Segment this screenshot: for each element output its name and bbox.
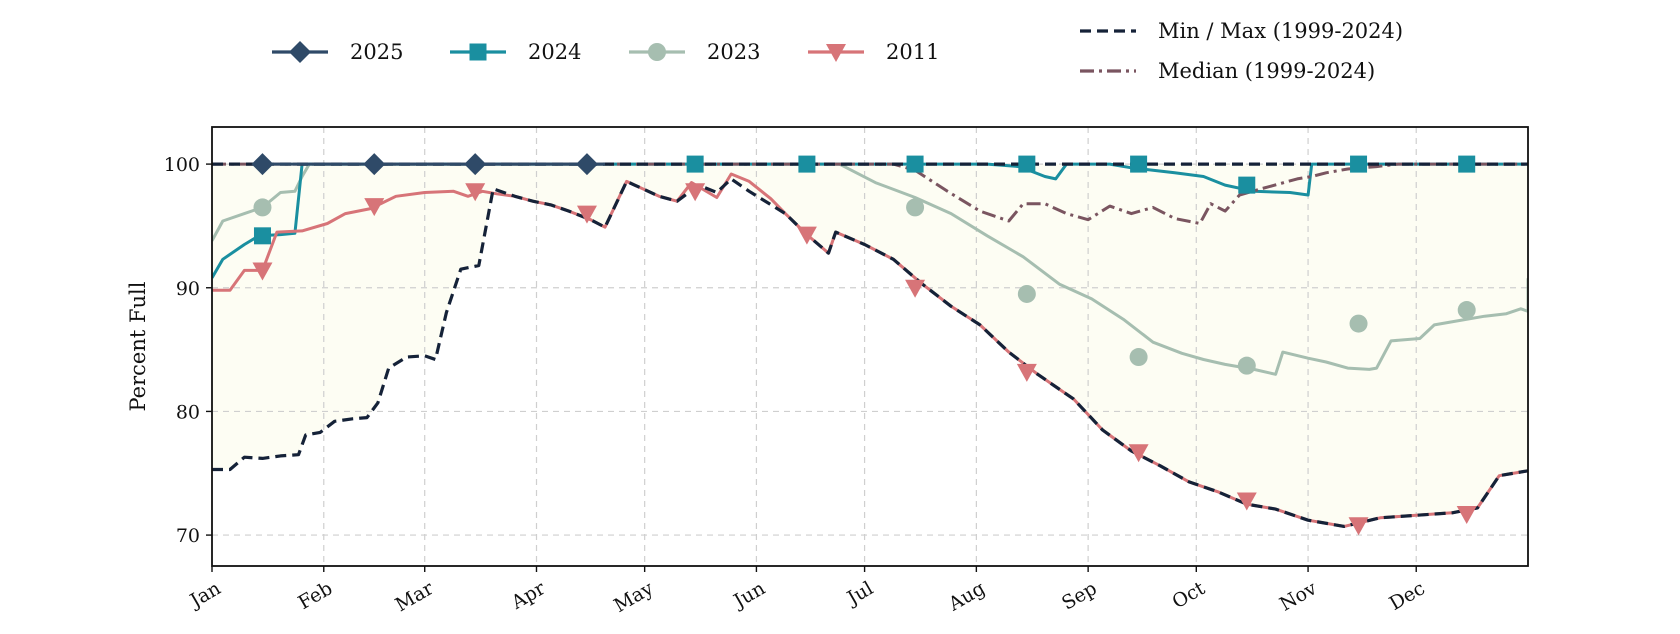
marker-2024-2	[798, 155, 816, 173]
min-max-band	[212, 164, 1528, 527]
legend-label-0: 2025	[350, 40, 403, 64]
x-tick-label-jan: Jan	[185, 577, 225, 613]
marker-2011-10	[1348, 517, 1369, 536]
legend-marker-2	[648, 43, 666, 61]
x-tick-label-mar: Mar	[392, 577, 438, 616]
x-tick-label-feb: Feb	[294, 577, 336, 614]
marker-2024-0	[253, 227, 271, 245]
marker-2023-4	[1237, 356, 1256, 375]
x-tick-label-apr: Apr	[507, 577, 550, 614]
marker-2011-11	[1456, 506, 1477, 525]
legend: 2025 2024 2023 2011 Min / Max (1999-2024) Med…	[272, 19, 1403, 83]
y-tick-label-100: 100	[164, 154, 200, 176]
plot-frame	[211, 126, 1529, 567]
legend-marker-3	[826, 44, 846, 62]
marker-2011-6	[905, 279, 926, 298]
x-tick-label-may: May	[610, 577, 657, 617]
marker-2025-2	[464, 153, 487, 176]
x-tick-label-aug: Aug	[944, 577, 989, 616]
marker-2023-2	[1017, 284, 1036, 303]
legend-item-3: 2011	[808, 40, 939, 64]
marker-2023-5	[1349, 314, 1368, 333]
x-tick-label-nov: Nov	[1276, 577, 1321, 616]
marker-2025-0	[251, 153, 274, 176]
marker-2011-9	[1236, 492, 1257, 511]
marker-2023-6	[1457, 301, 1476, 320]
marker-2025-3	[575, 153, 598, 176]
y-axis-label: Percent Full	[126, 281, 150, 411]
x-tick-label-jun: Jun	[728, 577, 769, 613]
marker-2024-3	[906, 155, 924, 173]
marker-2024-7	[1350, 155, 1368, 173]
series-line-median	[212, 162, 1528, 225]
marker-2011-7	[1016, 363, 1037, 382]
x-tick-label-sep: Sep	[1058, 577, 1101, 614]
marker-2023-3	[1129, 348, 1148, 367]
x-tick-label-dec: Dec	[1386, 577, 1429, 615]
series-lines	[212, 162, 1528, 528]
legend-marker-1	[469, 43, 487, 61]
marker-2024-8	[1458, 155, 1476, 173]
marker-2024-1	[686, 155, 704, 173]
marker-2024-5	[1130, 155, 1148, 173]
series-line-min	[212, 177, 1528, 528]
marker-2011-5	[796, 226, 817, 245]
marker-2011-4	[685, 183, 706, 202]
legend-label-4: Min / Max (1999-2024)	[1158, 19, 1403, 43]
marker-2011-0	[252, 262, 273, 281]
marker-2011-1	[364, 198, 385, 217]
y-tick-label-80: 80	[176, 401, 200, 423]
legend-item-4: Min / Max (1999-2024)	[1080, 19, 1403, 43]
marker-2023-0	[253, 198, 272, 217]
marker-2024-4	[1018, 155, 1036, 173]
marker-2011-3	[576, 205, 597, 224]
legend-label-2: 2023	[707, 40, 760, 64]
plot-area	[211, 127, 1528, 566]
series-markers	[251, 153, 1477, 536]
legend-item-0: 2025	[272, 40, 403, 64]
legend-item-1: 2024	[450, 40, 581, 64]
y-tick-label-90: 90	[176, 278, 200, 300]
legend-item-2: 2023	[629, 40, 760, 64]
x-tick-label-oct: Oct	[1168, 577, 1209, 613]
legend-label-1: 2024	[528, 40, 581, 64]
legend-marker-0	[289, 41, 311, 63]
marker-2024-6	[1238, 176, 1256, 194]
marker-2025-1	[363, 153, 386, 176]
legend-item-5: Median (1999-2024)	[1080, 59, 1375, 83]
marker-2011-8	[1128, 444, 1149, 463]
y-tick-label-70: 70	[176, 525, 200, 547]
legend-label-5: Median (1999-2024)	[1158, 59, 1375, 83]
x-tick-label-jul: Jul	[842, 577, 877, 610]
legend-label-3: 2011	[886, 40, 939, 64]
marker-2011-2	[465, 183, 486, 202]
marker-2023-1	[906, 198, 925, 217]
